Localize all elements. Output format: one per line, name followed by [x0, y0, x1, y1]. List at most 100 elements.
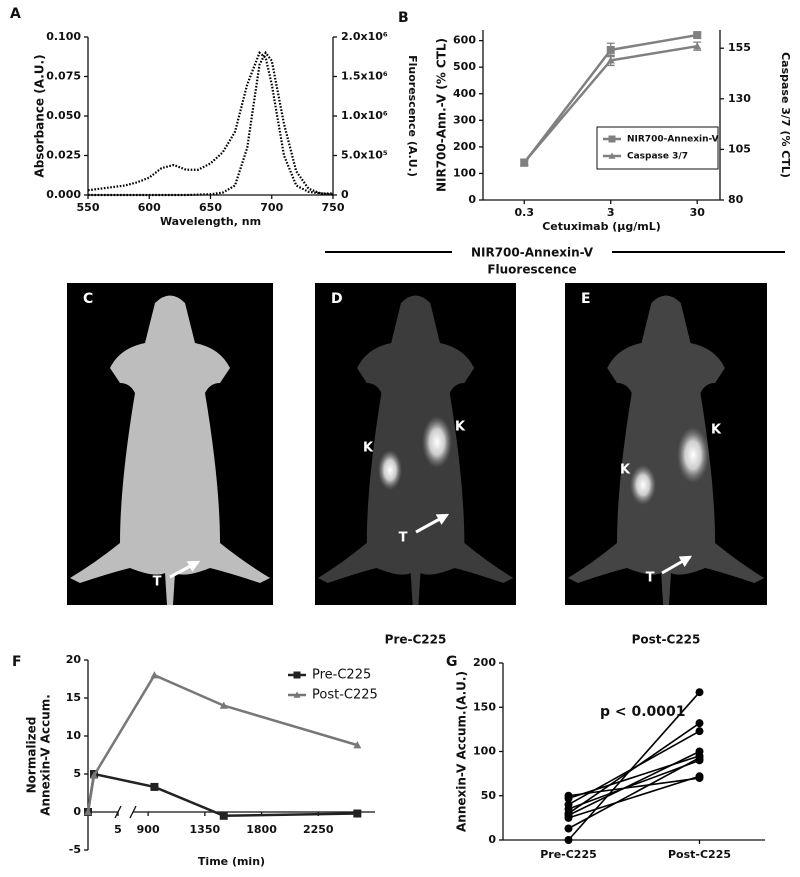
- marker: [293, 671, 301, 679]
- legend-box: [596, 126, 719, 170]
- y-tick-label: 15: [66, 691, 81, 704]
- dot: [695, 774, 704, 783]
- x-axis-label: Cetuximab (µg/mL): [542, 220, 661, 233]
- series-line: [86, 772, 358, 818]
- marker: [353, 741, 362, 749]
- dot: [564, 824, 573, 833]
- marker: [150, 671, 159, 679]
- x-tick-label: 2250: [303, 823, 334, 836]
- mouse-silhouette: [318, 295, 514, 605]
- x-tick-label: Post-C225: [668, 848, 731, 861]
- y-tick-label: 200: [453, 140, 476, 153]
- x-axis-label: Time (min): [198, 855, 265, 868]
- marker: [90, 771, 98, 779]
- x-tick-label: 550: [77, 201, 100, 214]
- panel-label: G: [446, 654, 458, 670]
- marker: [606, 56, 615, 64]
- y-axis-label: NIR700-Ann.-V (% CTL): [435, 38, 449, 192]
- marker: [608, 152, 616, 159]
- pair-line: [568, 777, 700, 797]
- series-line: [88, 50, 334, 197]
- marker: [353, 809, 362, 818]
- image-annotation: K: [455, 420, 466, 435]
- y2-tick-label: 155: [728, 41, 751, 54]
- image-annotation: T: [646, 571, 655, 586]
- legend-label: Pre-C225: [312, 668, 371, 683]
- image-annotation: K: [711, 423, 722, 438]
- x-tick-label: Pre-C225: [540, 848, 597, 861]
- mouse-silhouette: [70, 295, 270, 605]
- image-label: E: [581, 291, 591, 307]
- y-tick-label: 300: [453, 113, 476, 126]
- kidney-glow: [422, 416, 452, 468]
- y-tick-label: 0: [468, 193, 476, 206]
- y2-tick-label: 1.0x10⁶: [341, 109, 388, 122]
- x-axis-label: Wavelength, nm: [160, 215, 261, 228]
- kidney-glow: [378, 450, 402, 490]
- kidney-glow: [677, 427, 709, 483]
- arrow: [169, 560, 201, 579]
- y2-tick-label: 1.5x10⁶: [341, 70, 388, 83]
- y2-tick-label: 5.0x10⁵: [341, 149, 388, 162]
- image-caption: Pre-C225: [385, 633, 447, 647]
- y-tick-label: -5: [69, 843, 81, 856]
- y-axis-label: Annexin-V Accum.: [39, 694, 53, 816]
- annotation: p < 0.0001: [600, 704, 686, 720]
- marker: [293, 691, 301, 698]
- y-tick-label: 0.050: [46, 109, 81, 122]
- dot: [695, 751, 704, 760]
- y-tick-label: 500: [453, 60, 476, 73]
- y2-tick-label: 130: [728, 92, 751, 105]
- marker: [150, 782, 159, 791]
- legend-label: NIR700-Annexin-V: [627, 135, 719, 145]
- dot: [695, 727, 704, 736]
- image-label: D: [331, 291, 343, 307]
- marker: [520, 158, 529, 166]
- x-tick-label: 700: [260, 201, 283, 214]
- pair-line: [568, 775, 700, 819]
- marker: [606, 45, 615, 54]
- y2-axis-label: Caspase 3/7 (% CTL): [779, 52, 792, 178]
- image-caption: Post-C225: [632, 633, 701, 647]
- axis-break: [114, 805, 122, 819]
- x-tick-label: 30: [690, 206, 706, 219]
- panel-label: A: [10, 6, 21, 22]
- marker: [84, 808, 92, 816]
- x-tick-label: 900: [137, 823, 160, 836]
- pair-line: [568, 759, 700, 810]
- y-axis-label: Annexin-V Accum.(A.U.): [455, 671, 469, 832]
- mouse-silhouette: [568, 295, 765, 605]
- pair-line: [568, 755, 700, 800]
- pair-line: [567, 691, 701, 841]
- y2-axis-label: Fluorescence (A.U.): [406, 55, 419, 177]
- y-tick-label: 5: [73, 767, 81, 780]
- y-tick-label: 600: [453, 34, 476, 47]
- marker: [693, 42, 702, 50]
- kidney-glow: [630, 465, 656, 505]
- x-tick-label: 1350: [190, 823, 221, 836]
- image-label: C: [83, 291, 93, 307]
- y-tick-label: 100: [473, 745, 496, 758]
- image-annotation: K: [620, 463, 631, 478]
- dot: [564, 791, 573, 800]
- y-tick-label: 10: [66, 729, 82, 742]
- y-axis-label: Normalized: [25, 717, 39, 794]
- marker: [219, 701, 228, 709]
- y-tick-label: 0.100: [46, 30, 81, 43]
- x-tick-label: 1800: [246, 823, 277, 836]
- y2-tick-label: 80: [728, 193, 744, 206]
- y2-tick-label: 105: [728, 142, 751, 155]
- y2-tick-label: 0: [341, 188, 349, 201]
- x-tick-label: 650: [199, 201, 222, 214]
- x-tick-label: 600: [138, 201, 161, 214]
- dot: [564, 836, 573, 844]
- y-tick-label: 0: [488, 833, 496, 846]
- y-tick-label: 50: [481, 789, 497, 802]
- y-axis-label: Absorbance (A.U.): [33, 54, 47, 177]
- y-tick-label: 0: [73, 805, 81, 818]
- y-tick-label: 400: [453, 87, 476, 100]
- y2-tick-label: 2.0x10⁶: [341, 30, 388, 43]
- pair-line: [568, 756, 700, 830]
- arrow: [415, 513, 450, 534]
